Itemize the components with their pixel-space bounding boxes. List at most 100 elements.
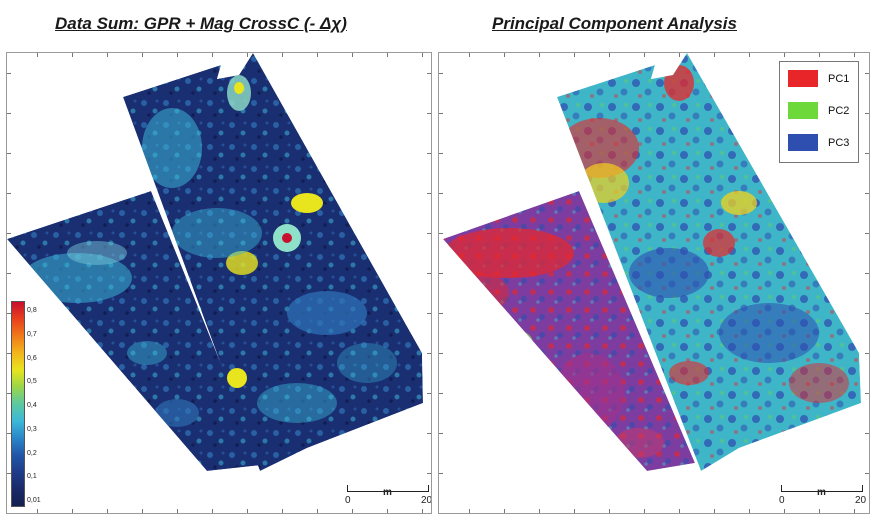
frame-tick bbox=[247, 509, 248, 513]
frame-tick bbox=[427, 313, 431, 314]
pca-legend: PC1 PC2 PC3 bbox=[779, 61, 859, 163]
frame-tick bbox=[72, 53, 73, 57]
frame-tick bbox=[7, 473, 11, 474]
frame-tick bbox=[422, 509, 423, 513]
colorbar-tick-label: 0,7 bbox=[27, 330, 37, 338]
frame-tick bbox=[7, 313, 11, 314]
frame-tick bbox=[819, 53, 820, 57]
scale-bar-right: 0 m 20 bbox=[779, 485, 867, 507]
frame-tick bbox=[387, 53, 388, 57]
frame-tick bbox=[504, 53, 505, 57]
legend-item-pc2: PC2 bbox=[788, 102, 858, 122]
colorbar-tick-label: 0,6 bbox=[27, 354, 37, 362]
value-colorbar bbox=[11, 301, 25, 507]
frame-tick bbox=[865, 353, 869, 354]
frame-tick bbox=[427, 473, 431, 474]
left-map-title: Data Sum: GPR + Mag CrossC (- Δχ) bbox=[55, 14, 347, 33]
pca-map-panel: PC1 PC2 PC3 0 m 20 bbox=[438, 52, 870, 514]
frame-tick bbox=[644, 509, 645, 513]
frame-tick bbox=[427, 193, 431, 194]
colorbar-tick-label: 0,2 bbox=[27, 449, 37, 457]
frame-tick bbox=[865, 313, 869, 314]
frame-tick bbox=[107, 509, 108, 513]
data-sum-map-panel: 0,8 0,7 0,6 0,5 0,4 0,3 0,2 0,1 0,01 0 m 20 bbox=[6, 52, 432, 514]
frame-tick bbox=[439, 273, 443, 274]
frame-tick bbox=[427, 153, 431, 154]
scale-bar-right-unit: m bbox=[817, 487, 826, 498]
legend-label-pc2: PC2 bbox=[828, 105, 850, 117]
frame-tick bbox=[427, 273, 431, 274]
frame-tick bbox=[7, 393, 11, 394]
frame-tick bbox=[784, 53, 785, 57]
frame-tick bbox=[352, 509, 353, 513]
colorbar-tick-label: 0,1 bbox=[27, 473, 37, 481]
colorbar-tick-label: 0,01 bbox=[27, 497, 41, 504]
frame-tick bbox=[247, 53, 248, 57]
frame-tick bbox=[469, 509, 470, 513]
frame-tick bbox=[7, 353, 11, 354]
frame-tick bbox=[72, 509, 73, 513]
frame-tick bbox=[609, 509, 610, 513]
frame-tick bbox=[609, 53, 610, 57]
frame-tick bbox=[749, 509, 750, 513]
legend-label-pc1: PC1 bbox=[828, 73, 850, 85]
frame-tick bbox=[439, 473, 443, 474]
frame-tick bbox=[574, 53, 575, 57]
colorbar-tick-label: 0,3 bbox=[27, 425, 37, 433]
frame-tick bbox=[865, 193, 869, 194]
frame-tick bbox=[439, 393, 443, 394]
frame-tick bbox=[7, 153, 11, 154]
frame-tick bbox=[865, 113, 869, 114]
frame-tick bbox=[574, 509, 575, 513]
legend-swatch-pc1 bbox=[788, 70, 818, 87]
right-map-title: Principal Component Analysis bbox=[492, 14, 737, 33]
frame-tick bbox=[107, 53, 108, 57]
frame-tick bbox=[317, 509, 318, 513]
scale-bar-right-end: 20 bbox=[855, 495, 867, 506]
frame-tick bbox=[644, 53, 645, 57]
colorbar-tick-label: 0,4 bbox=[27, 402, 37, 409]
frame-tick bbox=[7, 73, 11, 74]
legend-item-pc3: PC3 bbox=[788, 134, 858, 154]
frame-tick bbox=[7, 233, 11, 234]
frame-tick bbox=[865, 273, 869, 274]
frame-tick bbox=[37, 509, 38, 513]
frame-tick bbox=[7, 273, 11, 274]
frame-tick bbox=[7, 433, 11, 434]
frame-tick bbox=[427, 113, 431, 114]
frame-tick bbox=[7, 193, 11, 194]
data-sum-map bbox=[7, 53, 423, 471]
frame-tick bbox=[865, 73, 869, 74]
frame-tick bbox=[439, 313, 443, 314]
frame-tick bbox=[212, 53, 213, 57]
frame-tick bbox=[352, 53, 353, 57]
frame-tick bbox=[212, 509, 213, 513]
frame-tick bbox=[439, 113, 443, 114]
frame-tick bbox=[439, 153, 443, 154]
frame-tick bbox=[427, 233, 431, 234]
scale-bar-left: 0 m 20 bbox=[345, 485, 431, 507]
frame-tick bbox=[539, 53, 540, 57]
frame-tick bbox=[427, 353, 431, 354]
frame-tick bbox=[749, 53, 750, 57]
frame-tick bbox=[422, 53, 423, 57]
scale-bar-left-start: 0 bbox=[345, 495, 351, 506]
frame-tick bbox=[865, 473, 869, 474]
frame-tick bbox=[865, 233, 869, 234]
legend-label-pc3: PC3 bbox=[828, 137, 850, 149]
frame-tick bbox=[37, 53, 38, 57]
colorbar-tick-label: 0,8 bbox=[27, 307, 37, 314]
frame-tick bbox=[784, 509, 785, 513]
frame-tick bbox=[504, 509, 505, 513]
frame-tick bbox=[427, 433, 431, 434]
frame-tick bbox=[142, 509, 143, 513]
frame-tick bbox=[427, 73, 431, 74]
frame-tick bbox=[714, 53, 715, 57]
frame-tick bbox=[865, 433, 869, 434]
frame-tick bbox=[865, 393, 869, 394]
scale-bar-left-unit: m bbox=[383, 487, 392, 498]
frame-tick bbox=[439, 73, 443, 74]
frame-tick bbox=[177, 509, 178, 513]
pca-map bbox=[443, 53, 861, 471]
frame-tick bbox=[177, 53, 178, 57]
